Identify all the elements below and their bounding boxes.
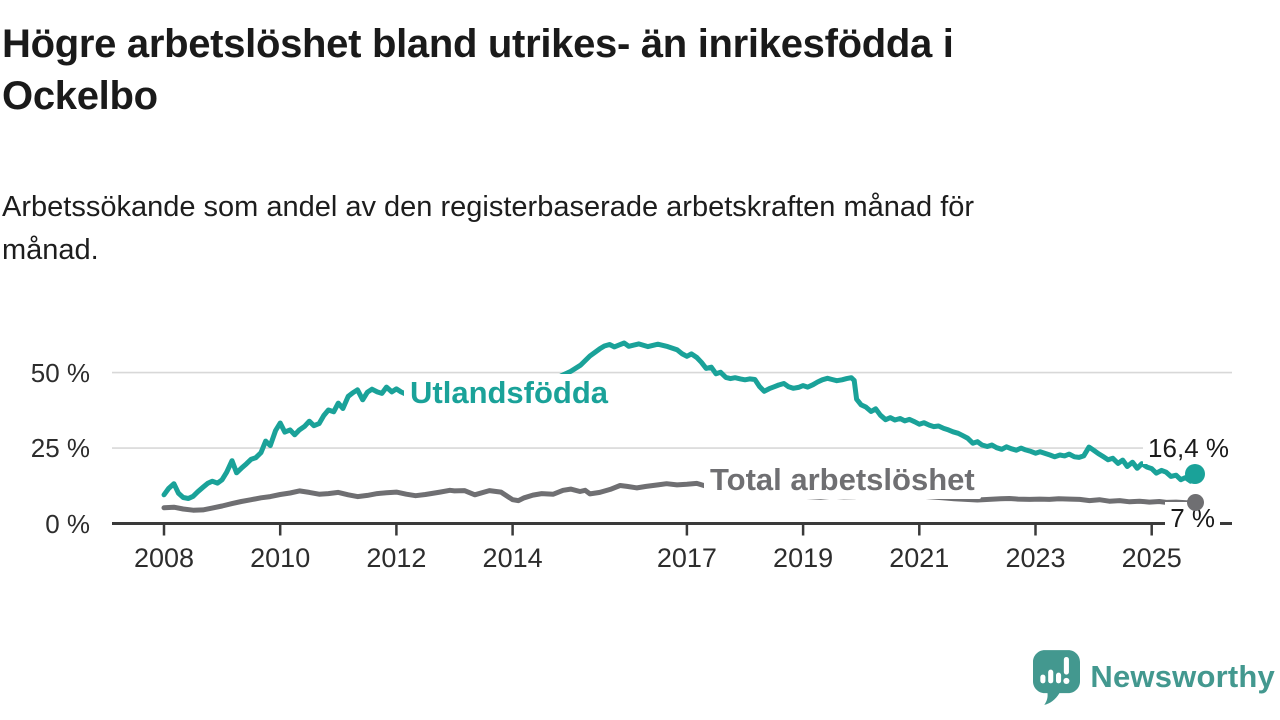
newsworthy-logo-text: Newsworthy (1090, 659, 1275, 694)
y-tick-label-25: 25 % (30, 433, 90, 464)
y-tick-label-0: 0 % (45, 508, 90, 539)
series-line-utlandsf-dda (161, 340, 1198, 501)
x-tick-label-2012: 2012 (366, 543, 427, 573)
x-tick-label-2019: 2019 (773, 543, 834, 573)
series-label-utlandsfodda: Utlandsfödda (404, 374, 615, 412)
page-title-line1: Högre arbetslöshet bland utrikes- än inr… (2, 22, 954, 66)
page-title: Högre arbetslöshet bland utrikes- än inr… (2, 18, 954, 122)
newsworthy-logo: Newsworthy (1033, 648, 1275, 706)
chart-subtitle-line2: månad. (2, 234, 99, 266)
end-dot-utlandsf-dda (1185, 464, 1206, 484)
end-value-label-total: 7 % (1165, 502, 1220, 534)
x-tick-label-2017: 2017 (656, 543, 717, 573)
chart-subtitle-line1: Arbetssökande som andel av den registerb… (2, 191, 975, 223)
series-line-total-arbetsl-shet (161, 480, 1198, 513)
end-value-label-utlandsfodda: 16,4 % (1143, 432, 1234, 464)
x-tick-label-2008: 2008 (133, 543, 195, 573)
chart-subtitle: Arbetssökande som andel av den registerb… (2, 186, 974, 272)
y-tick-label-50: 50 % (30, 357, 90, 388)
bar-chart-speech-bubble-icon (1033, 649, 1081, 705)
page-title-line2: Ockelbo (2, 74, 158, 118)
series-label-total-arbetsloshet: Total arbetslöshet (704, 461, 981, 499)
x-tick-label-2014: 2014 (482, 543, 543, 573)
x-tick-label-2021: 2021 (889, 543, 950, 573)
x-tick-label-2010: 2010 (250, 543, 311, 573)
end-dot-total-arbetsl-shet (1186, 493, 1204, 511)
x-tick-label-2025: 2025 (1121, 543, 1182, 573)
x-tick-label-2023: 2023 (1005, 543, 1066, 573)
